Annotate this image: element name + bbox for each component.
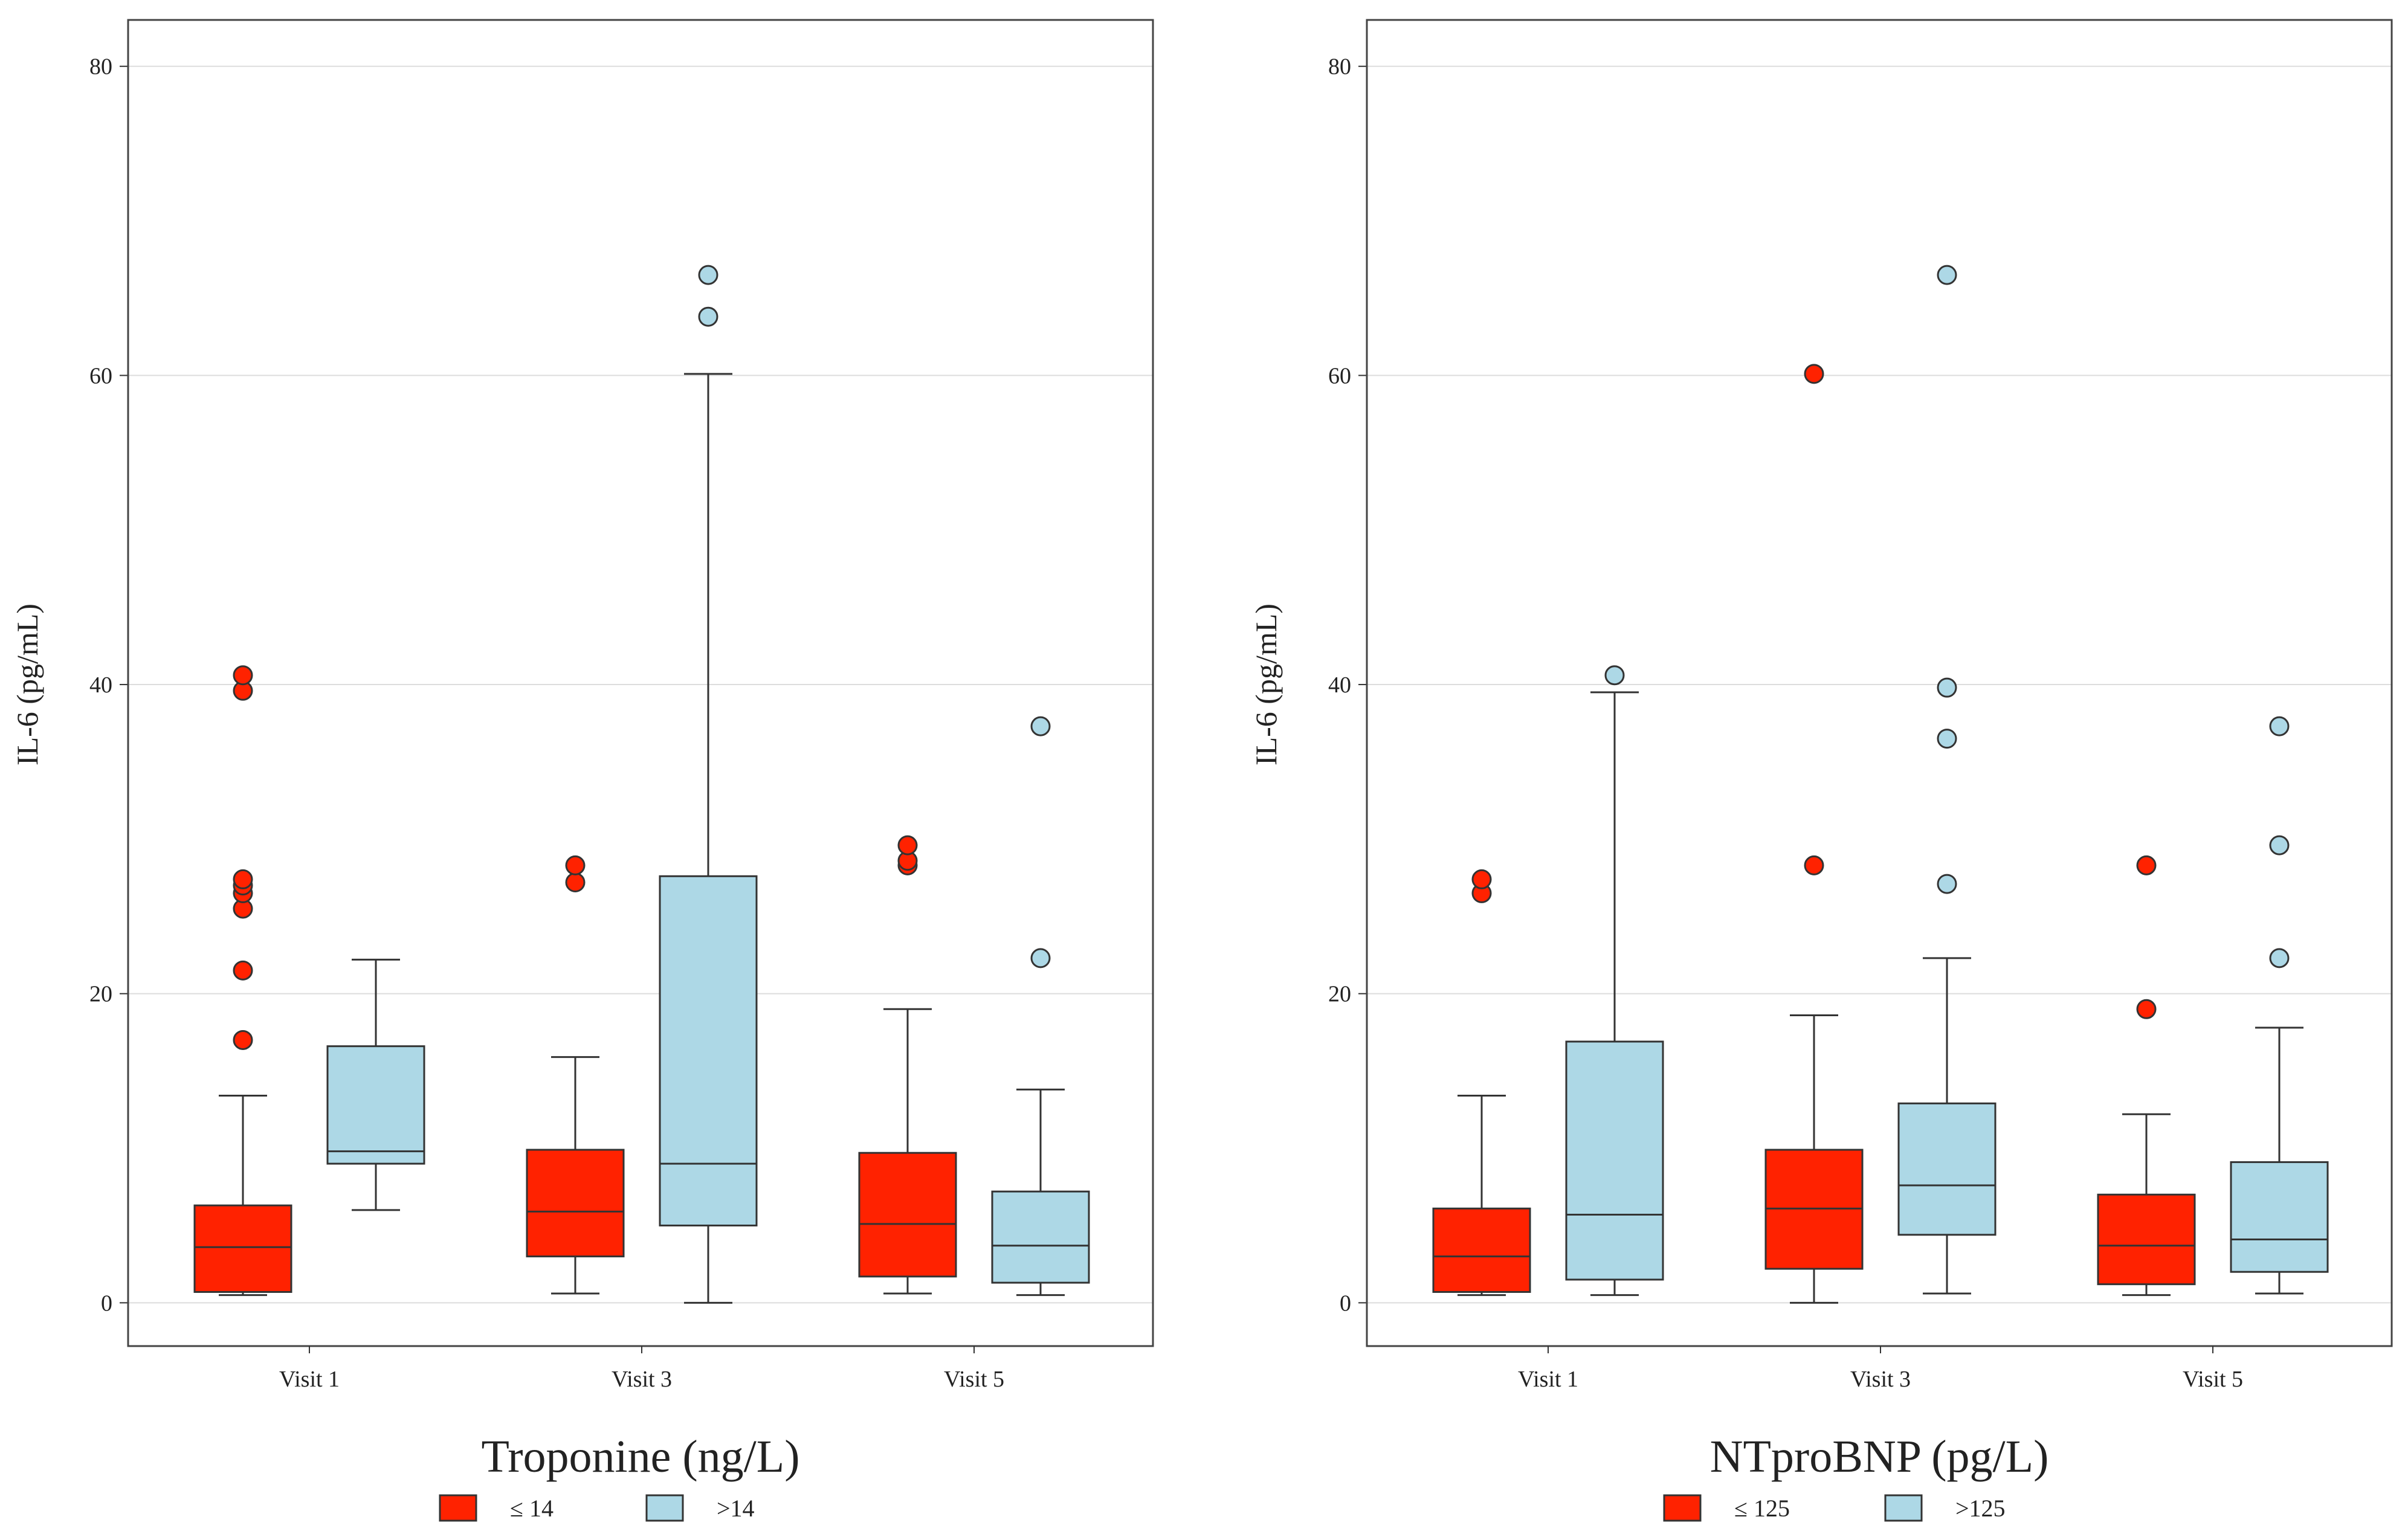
box (193, 665, 292, 1297)
series-1 (193, 665, 957, 1297)
outlier-point (1030, 948, 1051, 968)
outlier-point (1804, 855, 1824, 875)
y-tick-label: 60 (1328, 363, 1351, 388)
outlier-point (2269, 948, 2290, 968)
outlier-point (233, 869, 253, 889)
box-iqr (326, 1045, 425, 1165)
box-iqr (193, 1204, 292, 1293)
box (2230, 716, 2329, 1295)
box-iqr (526, 1149, 625, 1258)
x-tick-label: Visit 3 (612, 1367, 672, 1392)
box (326, 958, 425, 1211)
x-tick-label: Visit 1 (1518, 1367, 1578, 1392)
outlier-point (1804, 364, 1824, 384)
box (659, 265, 758, 1304)
box-iqr (991, 1190, 1090, 1284)
legend-swatch (1663, 1494, 1702, 1522)
legend-label: ≤ 125 (1734, 1495, 1790, 1522)
outlier-point (698, 306, 718, 327)
box (2097, 855, 2196, 1297)
legend-swatch (1884, 1494, 1923, 1522)
outlier-point (1937, 874, 1957, 894)
y-tick-label: 20 (1328, 982, 1351, 1007)
box-iqr (1565, 1040, 1664, 1281)
outlier-point (1471, 869, 1492, 889)
box-iqr (1432, 1207, 1531, 1293)
y-tick-label: 0 (101, 1290, 112, 1316)
outlier-point (2269, 835, 2290, 855)
box (858, 835, 957, 1295)
outlier-point (233, 960, 253, 981)
chart-panel-2: 0 20 40 60 80 IL-6 (pg/mL) Visit 1 Visit 3 Visit… (1249, 19, 2393, 1522)
plot-frame (1366, 19, 2393, 1347)
outlier-point (233, 1029, 253, 1050)
box-iqr (2097, 1193, 2196, 1286)
box-iqr (1897, 1102, 1997, 1236)
legend-swatch (645, 1494, 684, 1522)
y-tick-label: 40 (1328, 672, 1351, 698)
x-tick-label: Visit 3 (1850, 1367, 1911, 1392)
outlier-point (1937, 729, 1957, 749)
legend-label: ≤ 14 (510, 1495, 554, 1522)
panel-title: Troponine (ng/L) (481, 1431, 799, 1482)
x-tick-label: Visit 5 (944, 1367, 1004, 1392)
box (1565, 665, 1664, 1297)
box (1764, 364, 1864, 1304)
y-tick-label: 20 (89, 982, 112, 1007)
outlier-point (1937, 265, 1957, 285)
outlier-point (565, 872, 586, 893)
y-axis-title: IL-6 (pg/mL) (1249, 604, 1283, 765)
box (1432, 869, 1531, 1297)
box-iqr (858, 1152, 957, 1278)
y-tick-label: 40 (89, 672, 112, 698)
outlier-point (2136, 855, 2157, 875)
plot-frame (127, 19, 1154, 1347)
outlier-point (698, 265, 718, 285)
y-tick-label: 0 (1340, 1290, 1351, 1316)
legend-label: >125 (1955, 1495, 2006, 1522)
y-tick-label: 60 (89, 363, 112, 388)
outlier-point (2136, 999, 2157, 1019)
outlier-point (565, 855, 586, 875)
series-2 (326, 265, 1090, 1304)
legend-label: >14 (717, 1495, 755, 1522)
outlier-point (233, 665, 253, 686)
y-tick-label: 80 (89, 54, 112, 80)
chart-panel-1: 0 20 40 60 80 IL-6 (pg/mL) Visit 1 Visit 3 Visit… (10, 19, 1154, 1522)
box (1897, 265, 1997, 1295)
outlier-point (2269, 716, 2290, 736)
series-1 (1432, 364, 2196, 1304)
box (991, 716, 1090, 1297)
series-2 (1565, 265, 2329, 1297)
outlier-point (897, 835, 918, 855)
x-tick-label: Visit 1 (279, 1367, 340, 1392)
legend-swatch (439, 1494, 477, 1522)
y-tick-label: 80 (1328, 54, 1351, 80)
outlier-point (1030, 716, 1051, 736)
panel-title: NTproBNP (pg/L) (1710, 1431, 2049, 1482)
box (526, 855, 625, 1295)
outlier-point (1937, 677, 1957, 698)
outlier-point (1604, 665, 1625, 686)
y-axis-title: IL-6 (pg/mL) (10, 604, 44, 765)
box-iqr (2230, 1161, 2329, 1273)
x-tick-label: Visit 5 (2183, 1367, 2243, 1392)
box-iqr (659, 875, 758, 1226)
